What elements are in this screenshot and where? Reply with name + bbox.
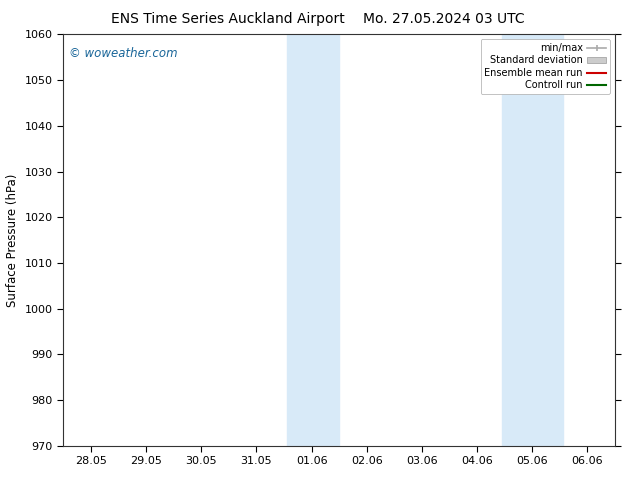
Text: ENS Time Series Auckland Airport: ENS Time Series Auckland Airport	[112, 12, 345, 26]
Legend: min/max, Standard deviation, Ensemble mean run, Controll run: min/max, Standard deviation, Ensemble me…	[481, 39, 610, 94]
Bar	[287, 34, 339, 446]
Text: © woweather.com: © woweather.com	[69, 47, 178, 60]
Bar	[502, 34, 562, 446]
Text: Mo. 27.05.2024 03 UTC: Mo. 27.05.2024 03 UTC	[363, 12, 524, 26]
Y-axis label: Surface Pressure (hPa): Surface Pressure (hPa)	[6, 173, 19, 307]
